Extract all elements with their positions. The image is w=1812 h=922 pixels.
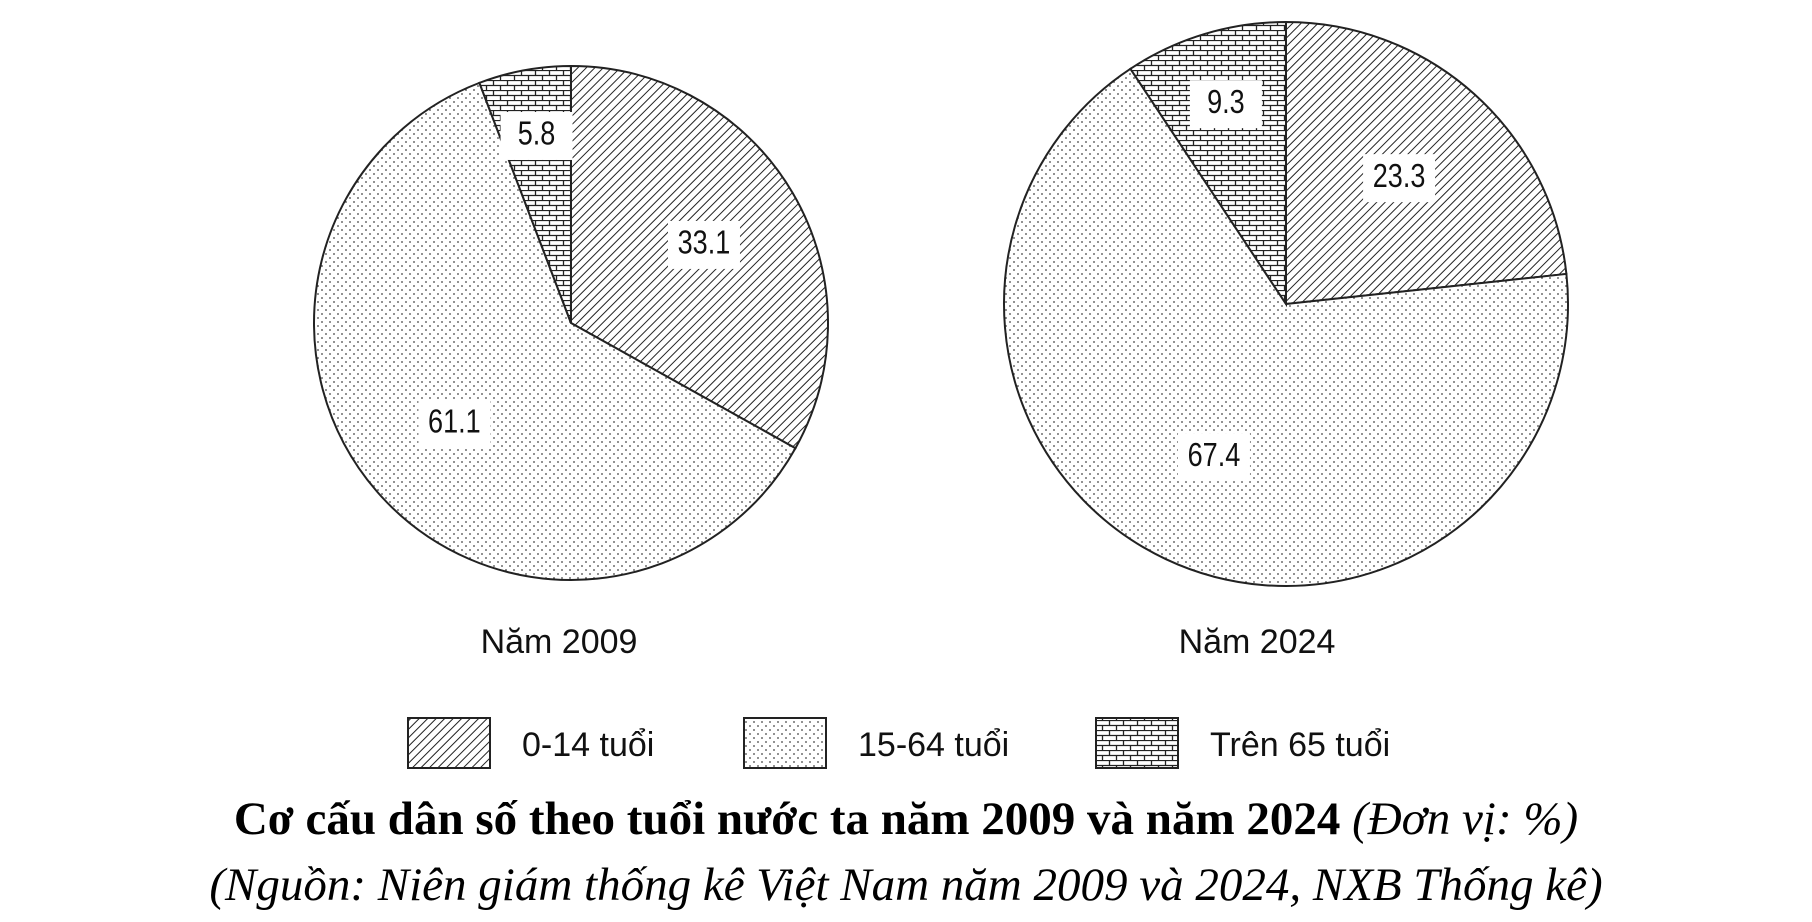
pie-title: Năm 2009 bbox=[481, 623, 638, 661]
pie-slice bbox=[1002, 67, 1569, 588]
legend-swatch bbox=[743, 717, 827, 769]
legend-swatch bbox=[407, 717, 491, 769]
value-label-box bbox=[1189, 80, 1262, 129]
legend-label: 0-14 tuổi bbox=[522, 726, 654, 764]
value-label-box bbox=[667, 220, 740, 269]
pie-title: Năm 2024 bbox=[1179, 623, 1336, 661]
legend-label: 15-64 tuổi bbox=[858, 726, 1009, 764]
caption-title: Cơ cấu dân số theo tuổi nước ta năm 2009… bbox=[233, 793, 1341, 845]
value-label-box bbox=[418, 399, 491, 448]
chart: 33.1 61.1 5.8 Năm 2009 23.3 67.4 9.3 Năm 2024 0-… bbox=[313, 20, 1569, 769]
value-label-box bbox=[1177, 433, 1250, 482]
value-label: 23.3 bbox=[1373, 158, 1426, 194]
value-label-box bbox=[500, 111, 573, 160]
value-label: 67.4 bbox=[1188, 437, 1241, 473]
caption-source: (Nguồn: Niên giám thống kê Việt Nam năm … bbox=[209, 859, 1603, 911]
pie-slice bbox=[313, 81, 797, 581]
caption-unit: (Đơn vị: %) bbox=[1352, 793, 1579, 845]
value-label: 33.1 bbox=[678, 225, 731, 261]
value-label: 5.8 bbox=[518, 116, 556, 152]
legend-label: Trên 65 tuổi bbox=[1210, 726, 1390, 764]
caption-title-line: Cơ cấu dân số theo tuổi nước ta năm 2009… bbox=[0, 792, 1812, 846]
value-label: 9.3 bbox=[1207, 84, 1245, 120]
value-label-box bbox=[1363, 154, 1436, 203]
legend-swatch bbox=[1095, 717, 1179, 769]
value-label: 61.1 bbox=[428, 404, 481, 440]
